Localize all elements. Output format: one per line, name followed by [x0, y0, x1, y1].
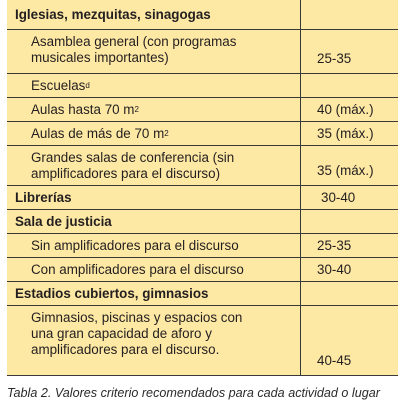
row-value: 30-40 — [321, 189, 356, 205]
row-label: Escuelas d — [7, 74, 301, 97]
criteria-table: Iglesias, mezquitas, sinagogas Asamblea … — [7, 0, 398, 376]
row-value: 30-40 — [317, 261, 352, 277]
row-label: Estadios cubiertos, gimnasios — [7, 282, 301, 305]
row-value: 35 (máx.) — [317, 163, 374, 178]
table-row: Con amplificadores para el discurso 30-4… — [7, 258, 398, 282]
table-row: Estadios cubiertos, gimnasios — [7, 282, 398, 306]
row-value: 40 (máx.) — [317, 101, 374, 117]
row-value: 25-35 — [317, 51, 352, 66]
row-value: 40-45 — [317, 353, 352, 368]
table-row: Librerías 30-40 — [7, 186, 398, 210]
row-value — [301, 74, 398, 97]
table-row: Asamblea general (con programas musicale… — [7, 30, 398, 74]
row-label: Gimnasios, piscinas y espacios con una g… — [7, 306, 301, 375]
row-value — [301, 0, 398, 29]
row-label: Iglesias, mezquitas, sinagogas — [7, 0, 301, 29]
table-row: Iglesias, mezquitas, sinagogas — [7, 0, 398, 30]
row-label: Sala de justicia — [7, 210, 301, 233]
row-label: Sin amplificadores para el discurso — [7, 234, 301, 257]
row-label: Grandes salas de conferencia (sin amplif… — [7, 146, 301, 185]
row-value: 25-35 — [317, 237, 352, 253]
table-row: Sin amplificadores para el discurso 25-3… — [7, 234, 398, 258]
row-label: Asamblea general (con programas musicale… — [7, 30, 301, 73]
row-label: Con amplificadores para el discurso — [7, 258, 301, 281]
row-value — [301, 282, 398, 305]
table-caption: Tabla 2. Valores criterio recomendados p… — [7, 386, 380, 400]
table-row: Escuelas d — [7, 74, 398, 98]
table-row: Sala de justicia — [7, 210, 398, 234]
table-row: Gimnasios, piscinas y espacios con una g… — [7, 306, 398, 376]
row-value: 35 (máx.) — [317, 125, 374, 141]
row-value — [301, 210, 398, 233]
row-label: Librerías — [7, 186, 301, 209]
table-row: Grandes salas de conferencia (sin amplif… — [7, 146, 398, 186]
